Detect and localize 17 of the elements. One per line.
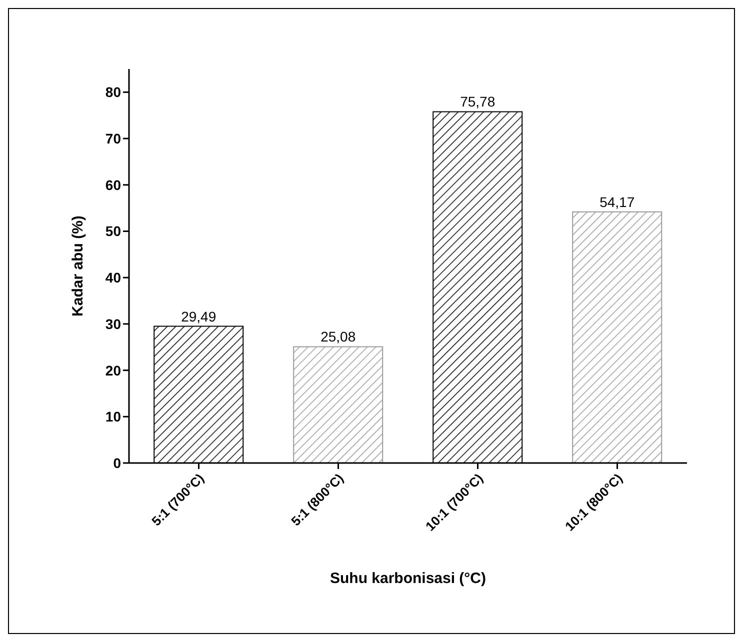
bar bbox=[572, 211, 662, 463]
y-tick-label: 60 bbox=[105, 176, 122, 193]
y-tick-label: 50 bbox=[105, 223, 122, 240]
data-label: 25,08 bbox=[320, 328, 356, 345]
y-tick-label: 20 bbox=[105, 362, 122, 378]
y-tick-label: 10 bbox=[105, 408, 122, 425]
y-tick-label: 30 bbox=[105, 316, 122, 332]
y-tick-label: 70 bbox=[105, 130, 122, 146]
y-tick-label: 0 bbox=[113, 454, 122, 471]
x-axis-title: Suhu karbonisasi (°C) bbox=[330, 570, 486, 587]
data-label: 54,17 bbox=[600, 194, 635, 210]
y-axis-title: Kadar abu (%) bbox=[69, 216, 86, 316]
y-tick-label: 80 bbox=[105, 84, 122, 100]
y-tick-label: 40 bbox=[105, 270, 122, 286]
data-label: 29,49 bbox=[181, 308, 216, 324]
bar bbox=[293, 346, 384, 463]
data-label: 75,78 bbox=[460, 94, 496, 110]
